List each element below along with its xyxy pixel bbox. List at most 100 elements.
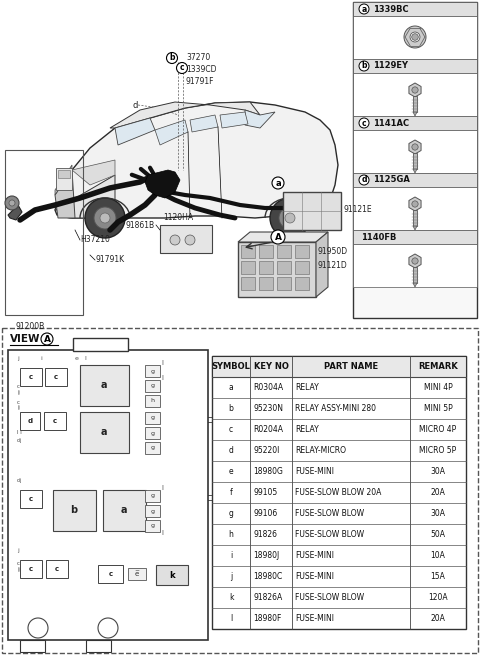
Bar (20, 640, 45, 652)
Text: H37210: H37210 (80, 236, 110, 245)
Bar (259, 245, 273, 258)
Bar (20, 368, 42, 386)
Polygon shape (8, 205, 22, 220)
Bar (277, 245, 291, 258)
Bar (283, 192, 341, 230)
Bar (2, 328, 478, 653)
Text: 95230N: 95230N (253, 404, 283, 413)
Circle shape (359, 118, 369, 128)
Circle shape (359, 61, 369, 71)
Text: j: j (17, 356, 19, 361)
Bar (145, 365, 160, 377)
Text: 95220I: 95220I (253, 446, 279, 455)
Text: 91826: 91826 (253, 530, 277, 539)
Bar (413, 210, 417, 226)
Text: b: b (71, 505, 78, 515)
Polygon shape (145, 170, 180, 198)
Circle shape (270, 198, 310, 238)
Text: k: k (169, 571, 175, 579)
Bar (353, 59, 477, 73)
Text: g: g (151, 493, 155, 499)
Text: RELAY-MICRO: RELAY-MICRO (295, 446, 346, 455)
Text: 91121E: 91121E (344, 205, 372, 215)
Text: RELAY: RELAY (295, 383, 319, 392)
Text: 1141AC: 1141AC (373, 119, 409, 127)
Polygon shape (220, 112, 248, 128)
Bar (20, 412, 40, 430)
Bar (413, 96, 417, 112)
Bar (259, 261, 273, 274)
Text: MICRO 5P: MICRO 5P (420, 446, 456, 455)
Bar (241, 261, 255, 274)
Circle shape (9, 200, 15, 206)
Text: cij: cij (17, 478, 23, 483)
Text: c: c (29, 496, 33, 502)
Text: MINI 4P: MINI 4P (424, 383, 452, 392)
Text: R0204A: R0204A (253, 425, 283, 434)
FancyBboxPatch shape (80, 365, 129, 405)
Text: 91791F: 91791F (186, 77, 215, 87)
Circle shape (359, 4, 369, 14)
Polygon shape (413, 226, 417, 230)
Text: FUSE-SLOW BLOW: FUSE-SLOW BLOW (295, 530, 364, 539)
FancyBboxPatch shape (103, 489, 145, 531)
Bar (238, 242, 316, 297)
Text: 91200B: 91200B (15, 322, 44, 331)
Text: RELAY ASSY-MINI 280: RELAY ASSY-MINI 280 (295, 404, 376, 413)
Circle shape (185, 235, 195, 245)
Text: h: h (151, 398, 155, 403)
Text: 99106: 99106 (253, 509, 277, 518)
Text: 91121D: 91121D (318, 260, 348, 270)
Bar (128, 568, 146, 580)
Bar (241, 277, 255, 290)
Bar (145, 520, 160, 532)
Bar (413, 153, 417, 169)
Text: I: I (84, 356, 86, 361)
Bar (8, 350, 208, 640)
Text: 15A: 15A (431, 572, 445, 581)
Text: g: g (151, 445, 155, 451)
Text: i: i (40, 356, 42, 361)
Bar (413, 267, 417, 283)
Text: I: I (161, 530, 163, 536)
Text: c: c (53, 418, 57, 424)
Text: FUSE-MINI: FUSE-MINI (295, 614, 334, 623)
Circle shape (170, 235, 180, 245)
Circle shape (412, 33, 418, 40)
Polygon shape (110, 102, 260, 128)
Text: 30A: 30A (431, 467, 445, 476)
Polygon shape (413, 283, 417, 287)
Circle shape (177, 62, 188, 73)
Text: FUSE-SLOW BLOW 20A: FUSE-SLOW BLOW 20A (295, 488, 382, 497)
Text: 91950D: 91950D (318, 247, 348, 256)
Text: 1339BC: 1339BC (373, 5, 408, 14)
Text: REMARK: REMARK (418, 362, 458, 371)
Bar (5, 150, 83, 315)
Bar (20, 560, 42, 578)
Bar (86, 640, 111, 652)
Text: j: j (230, 572, 232, 581)
Text: KEY NO: KEY NO (253, 362, 288, 371)
Text: c: c (17, 561, 20, 566)
Bar (295, 261, 309, 274)
Text: a: a (361, 5, 367, 14)
Circle shape (285, 213, 295, 223)
Bar (295, 277, 309, 290)
Polygon shape (72, 160, 115, 185)
Text: g: g (228, 509, 233, 518)
Text: 1339CD: 1339CD (186, 66, 216, 75)
Polygon shape (55, 165, 72, 195)
Polygon shape (55, 102, 338, 218)
Text: g: g (151, 430, 155, 436)
Text: 99105: 99105 (253, 488, 277, 497)
Text: 30A: 30A (431, 509, 445, 518)
Text: 1120HA: 1120HA (163, 213, 193, 222)
Text: FUSE-MINI: FUSE-MINI (295, 572, 334, 581)
Text: c: c (29, 566, 33, 572)
Bar (20, 490, 42, 508)
Bar (45, 368, 67, 386)
FancyBboxPatch shape (52, 489, 96, 531)
Text: ij: ij (17, 405, 20, 410)
Text: a: a (275, 178, 281, 188)
Text: c: c (17, 384, 20, 389)
